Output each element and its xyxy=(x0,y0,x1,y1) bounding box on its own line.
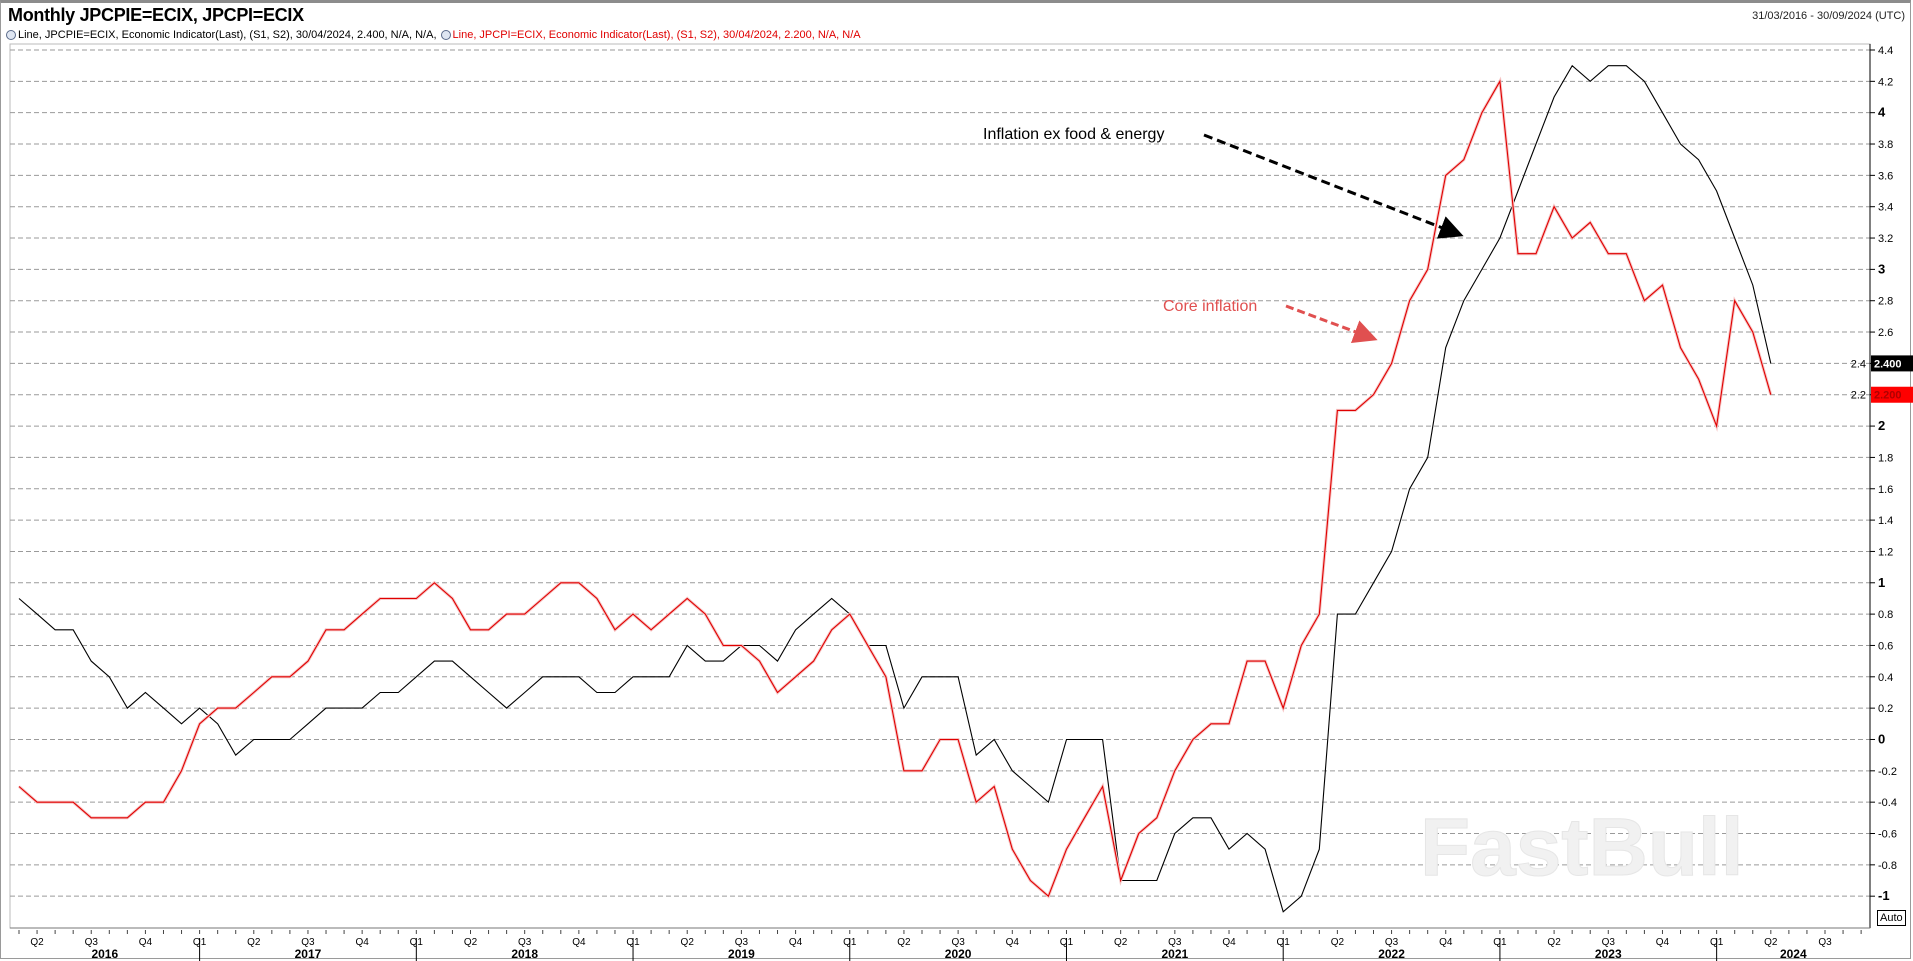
y-tick-label: -0.2 xyxy=(1878,766,1897,778)
x-year-label: 2018 xyxy=(511,947,538,961)
last-value-badge xyxy=(1871,386,1913,403)
watermark: FastBull xyxy=(1420,802,1743,893)
annotation-arrow-red xyxy=(1285,304,1378,343)
y-tick-label: 2 xyxy=(1878,418,1885,433)
legend-text: Line, JPCPI=ECIX, Economic Indicator(Las… xyxy=(452,29,861,41)
x-quarter-label: Q4 xyxy=(355,937,369,948)
y-tick-label: 1.4 xyxy=(1878,515,1893,527)
x-quarter-label: Q2 xyxy=(1547,937,1561,948)
y-tick-label: 0.6 xyxy=(1878,640,1893,652)
series-settings-icon[interactable] xyxy=(440,30,451,40)
y-tick-label: 0.4 xyxy=(1878,672,1893,684)
y-tick-label: 3.2 xyxy=(1878,233,1893,245)
last-value-badge xyxy=(1871,355,1913,372)
x-year-label: 2017 xyxy=(295,947,322,961)
series-settings-icon[interactable] xyxy=(6,30,16,40)
x-year-label: 2020 xyxy=(945,947,972,961)
chart-title: Monthly JPCPIE=ECIX, JPCPI=ECIX xyxy=(8,5,304,25)
y-tick-label: 0.8 xyxy=(1878,609,1893,621)
y-tick-label: 2.2 xyxy=(1851,390,1866,402)
y-tick-label: 4 xyxy=(1878,105,1886,120)
x-quarter-label: Q4 xyxy=(1006,937,1020,948)
x-quarter-label: Q2 xyxy=(247,937,261,948)
x-year-label: 2024 xyxy=(1780,947,1807,961)
y-tick-label: -0.8 xyxy=(1878,860,1897,872)
x-year-label: 2016 xyxy=(91,947,118,961)
y-tick-label: -0.4 xyxy=(1878,797,1897,809)
y-tick-label: -1 xyxy=(1878,888,1890,903)
y-tick-label: -0.6 xyxy=(1878,829,1897,841)
x-quarter-label: Q3 xyxy=(951,937,965,948)
x-quarter-label: Q2 xyxy=(1764,937,1778,948)
x-quarter-label: Q2 xyxy=(1114,937,1128,948)
x-quarter-label: Q2 xyxy=(464,937,478,948)
x-quarter-label: Q4 xyxy=(572,937,586,948)
x-quarter-label: Q3 xyxy=(1385,937,1399,948)
series-line-jpcpieecix xyxy=(18,64,1772,913)
y-tick-label: 4.4 xyxy=(1878,45,1893,57)
y-tick-label: 3.4 xyxy=(1878,202,1893,214)
x-year-label: 2019 xyxy=(728,947,755,961)
x-quarter-label: Q4 xyxy=(789,937,803,948)
date-range: 31/03/2016 - 30/09/2024 (UTC) xyxy=(1752,10,1905,22)
x-quarter-label: Q4 xyxy=(139,937,153,948)
x-quarter-label: Q4 xyxy=(1656,937,1670,948)
x-quarter-label: Q3 xyxy=(1602,937,1616,948)
legend-item-jpcpi[interactable]: Line, JPCPI=ECIX, Economic Indicator(Las… xyxy=(440,29,861,41)
auto-scale-button[interactable]: Auto xyxy=(1877,910,1906,926)
y-tick-label: 2.6 xyxy=(1878,327,1893,339)
y-tick-label: 3 xyxy=(1878,261,1885,276)
y-tick-label: 3.8 xyxy=(1878,139,1893,151)
annotation-ex-food-energy: Inflation ex food & energy xyxy=(983,126,1164,143)
y-tick-label: 1 xyxy=(1878,575,1885,590)
gridlines xyxy=(9,43,1871,929)
last-value-label: 2.200 xyxy=(1874,390,1902,402)
x-quarter-label: Q2 xyxy=(897,937,911,948)
y-tick-label: 4.2 xyxy=(1878,76,1893,88)
axes: 4.4 4.2 4 3.8 3.6 3.4 3.2 3 2.8 2.6 2.4 2.2 2 1.8 1.6 1… xyxy=(10,44,1897,961)
x-quarter-label: Q3 xyxy=(85,937,99,948)
x-quarter-label: Q3 xyxy=(1818,937,1832,948)
legend-text: Line, JPCPIE=ECIX, Economic Indicator(La… xyxy=(18,29,437,41)
y-tick-label: 3.6 xyxy=(1878,170,1893,182)
x-quarter-label: Q4 xyxy=(1439,937,1453,948)
y-tick-label: 0 xyxy=(1878,731,1885,746)
x-quarter-label: Q4 xyxy=(1222,937,1236,948)
x-quarter-label: Q2 xyxy=(681,937,695,948)
y-tick-label: 1.6 xyxy=(1878,484,1893,496)
y-tick-label: 2.8 xyxy=(1878,296,1893,308)
x-quarter-label: Q3 xyxy=(301,937,315,948)
x-quarter-label: Q2 xyxy=(30,937,44,948)
y-tick-label: 1.8 xyxy=(1878,452,1893,464)
series-line-jpcpiecix xyxy=(18,79,1772,898)
y-tick-label: 2.4 xyxy=(1851,358,1866,370)
series-lines xyxy=(18,64,1773,913)
annotation-core-inflation: Core inflation xyxy=(1163,298,1257,315)
x-quarter-label: Q3 xyxy=(735,937,749,948)
x-quarter-label: Q3 xyxy=(518,937,532,948)
x-quarter-label: Q2 xyxy=(1331,937,1345,948)
legend: Line, JPCPIE=ECIX, Economic Indicator(La… xyxy=(6,29,865,41)
x-quarter-label: Q3 xyxy=(1168,937,1182,948)
last-value-label: 2.400 xyxy=(1874,358,1902,370)
last-value-badges: 2.400 2.200 xyxy=(1871,355,1913,403)
x-year-label: 2023 xyxy=(1595,947,1622,961)
plot-area xyxy=(9,43,1871,929)
y-tick-label: 1.2 xyxy=(1878,546,1893,558)
x-year-label: 2021 xyxy=(1161,947,1188,961)
annotation-arrow-black xyxy=(1203,133,1464,239)
y-tick-label: 0.2 xyxy=(1878,703,1893,715)
x-year-label: 2022 xyxy=(1378,947,1405,961)
legend-item-jpcpie[interactable]: Line, JPCPIE=ECIX, Economic Indicator(La… xyxy=(6,29,437,41)
